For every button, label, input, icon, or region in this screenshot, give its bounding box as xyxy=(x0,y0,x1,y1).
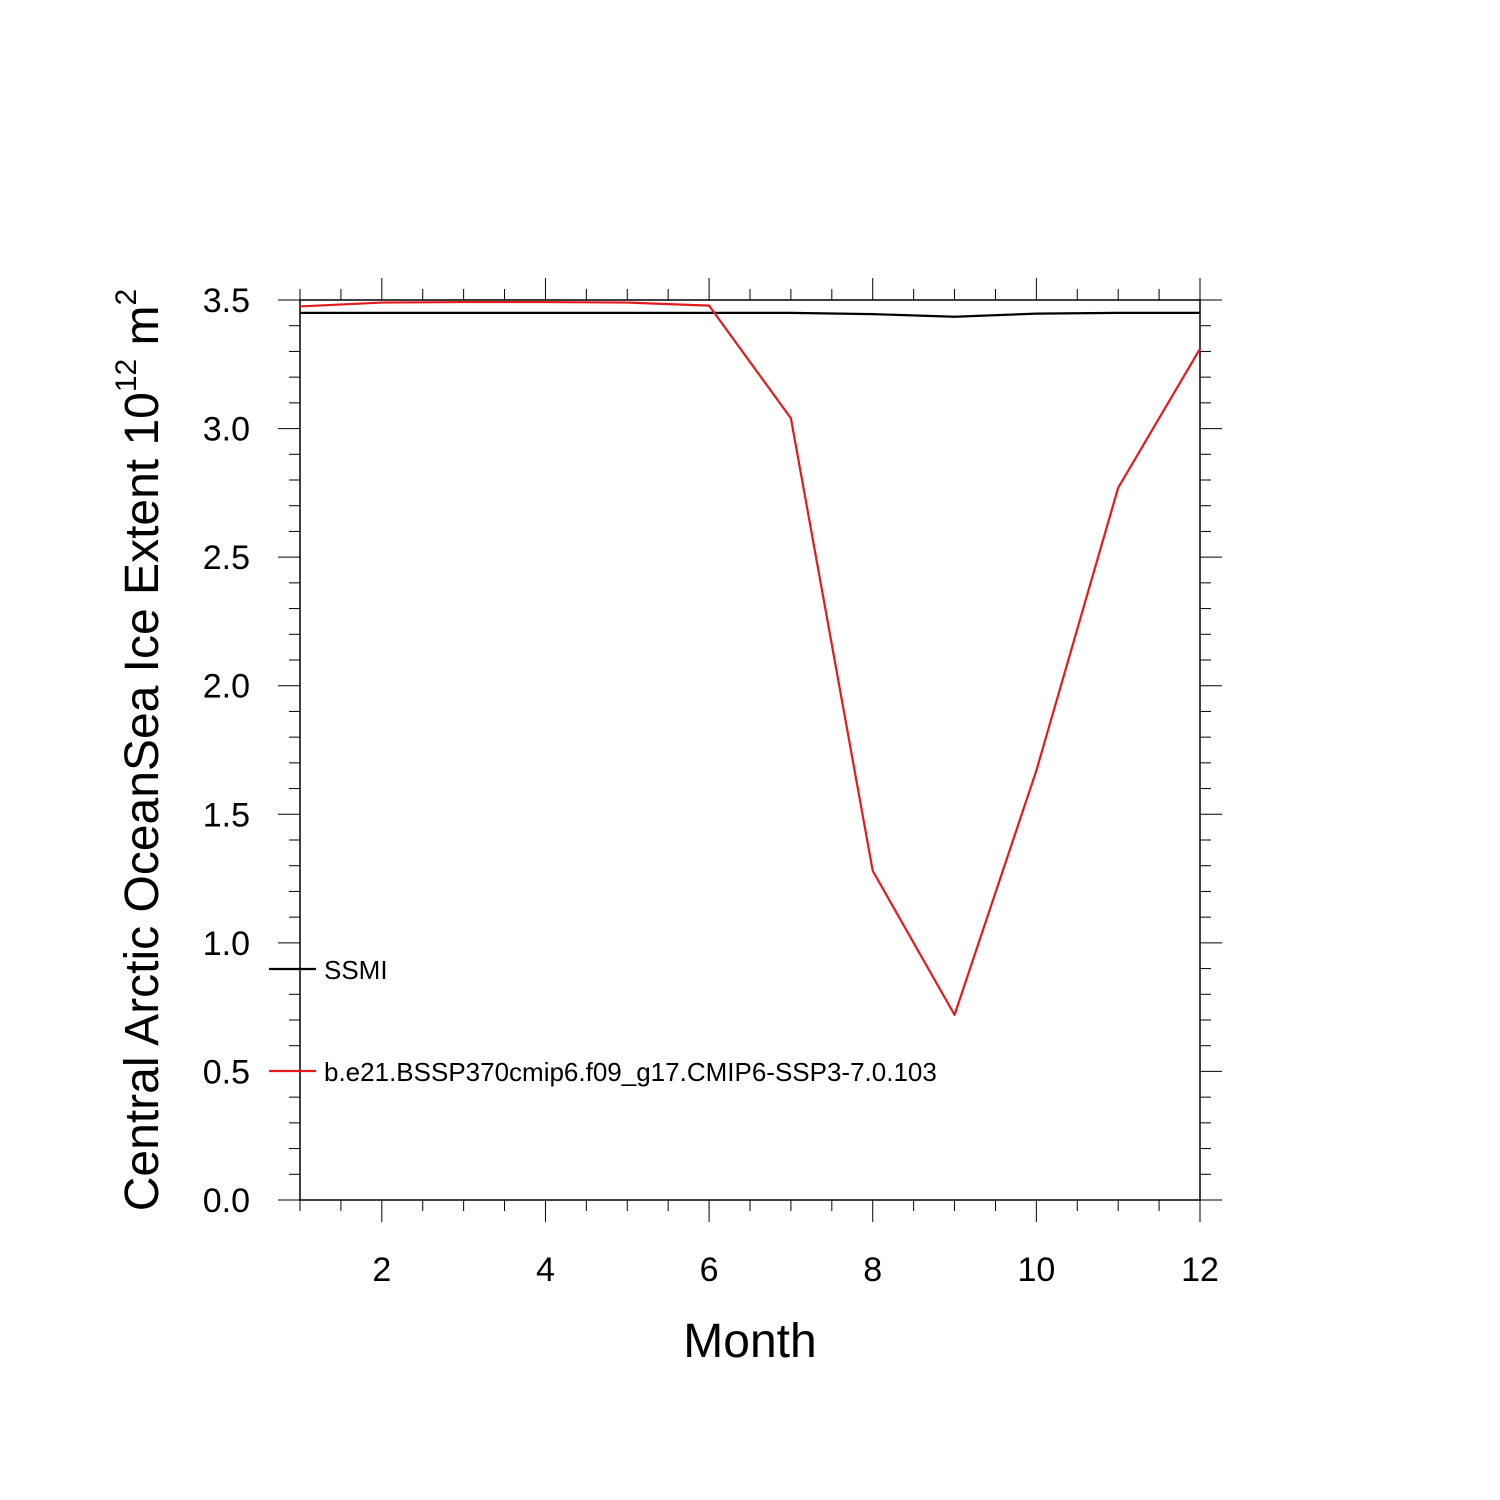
x-tick-label: 8 xyxy=(863,1251,882,1289)
y-tick-label: 3.5 xyxy=(203,282,250,320)
legend: SSMI b.e21.BSSP370cmip6.f09_g17.CMIP6-SSP… xyxy=(269,955,937,1087)
series-line-2 xyxy=(299,300,1201,1016)
y-axis-title-unit-exponent: 2 xyxy=(110,289,143,306)
y-tick-label: 0.5 xyxy=(203,1053,250,1091)
y-axis-title-main: Central Arctic OceanSea Ice Extent 10 xyxy=(116,392,169,1211)
series-line-1 xyxy=(300,311,1200,318)
series-layer xyxy=(299,300,1201,1016)
x-tick-label: 6 xyxy=(700,1251,719,1289)
y-tick-label: 0.0 xyxy=(203,1182,250,1220)
x-tick-label: 2 xyxy=(372,1251,391,1289)
y-tick-label: 2.0 xyxy=(203,668,250,706)
x-tick-label: 4 xyxy=(536,1251,555,1289)
x-tick-label: 10 xyxy=(1017,1251,1055,1289)
y-tick-label: 2.5 xyxy=(203,539,250,577)
y-axis-title-unit: m xyxy=(116,305,169,358)
y-tick-label: 1.0 xyxy=(203,925,250,963)
y-axis-title-exponent: 12 xyxy=(110,359,143,392)
legend-label-1: SSMI xyxy=(324,955,388,985)
x-tick-label: 12 xyxy=(1181,1251,1219,1289)
x-axis-title: Month xyxy=(683,1315,816,1368)
y-axis-title: Central Arctic OceanSea Ice Extent 1012 … xyxy=(110,289,169,1211)
legend-label-2: b.e21.BSSP370cmip6.f09_g17.CMIP6-SSP3-7.… xyxy=(324,1057,937,1087)
axis-ticks: 2 4 6 8 10 12 0.0 0.5 1.0 1.5 2.0 2.5 3.0 3.5 xyxy=(203,278,1222,1289)
y-tick-label: 3.0 xyxy=(203,411,250,449)
y-tick-label: 1.5 xyxy=(203,796,250,834)
